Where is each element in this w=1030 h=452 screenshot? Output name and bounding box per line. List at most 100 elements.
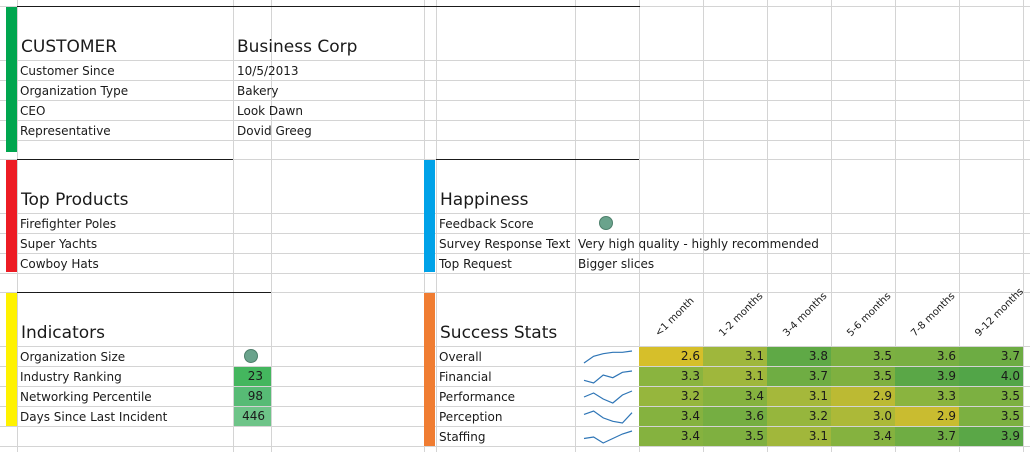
sparkline bbox=[583, 410, 633, 424]
industry-ranking-cell[interactable] bbox=[234, 367, 271, 386]
happiness-heading: Happiness bbox=[440, 190, 529, 210]
success-score-cell[interactable] bbox=[831, 387, 895, 406]
success-score-cell[interactable] bbox=[831, 347, 895, 366]
success-score-cell[interactable] bbox=[767, 407, 831, 426]
feedback-score-label: Feedback Score bbox=[439, 217, 534, 231]
success-score-cell[interactable] bbox=[831, 367, 895, 386]
success-score-cell[interactable] bbox=[639, 347, 703, 366]
success-score-cell[interactable] bbox=[703, 387, 767, 406]
success-score-value: 3.1 bbox=[744, 369, 764, 383]
feedback-score-indicator-icon bbox=[599, 216, 613, 230]
success-score-value: 3.7 bbox=[1000, 349, 1020, 363]
success-score-cell[interactable] bbox=[959, 347, 1023, 366]
sparkline-path bbox=[583, 430, 633, 444]
success-score-cell[interactable] bbox=[703, 427, 767, 446]
success-score-cell[interactable] bbox=[959, 407, 1023, 426]
success-score-value: 3.7 bbox=[808, 369, 828, 383]
success-score-cell[interactable] bbox=[639, 387, 703, 406]
success-score-cell[interactable] bbox=[639, 367, 703, 386]
success-score-value: 3.5 bbox=[872, 369, 892, 383]
success-stats-heading: Success Stats bbox=[440, 323, 558, 343]
grid-line bbox=[959, 0, 960, 452]
grid-line bbox=[17, 0, 18, 452]
networking-percentile-value: 98 bbox=[247, 389, 263, 403]
success-section-bar bbox=[424, 293, 435, 446]
success-score-cell[interactable] bbox=[639, 427, 703, 446]
success-score-value: 3.5 bbox=[1000, 389, 1020, 403]
success-score-cell[interactable] bbox=[767, 387, 831, 406]
grid-line bbox=[0, 292, 1030, 293]
success-row-label: Performance bbox=[439, 390, 516, 404]
grid-line bbox=[436, 0, 437, 452]
success-score-cell[interactable] bbox=[959, 387, 1023, 406]
success-score-value: 3.2 bbox=[680, 389, 700, 403]
industry-ranking-label: Industry Ranking bbox=[20, 370, 122, 384]
grid-line bbox=[0, 140, 1030, 141]
success-score-cell[interactable] bbox=[895, 347, 959, 366]
products-section-bar bbox=[6, 160, 17, 272]
success-score-value: 3.9 bbox=[1000, 429, 1020, 443]
success-score-value: 3.5 bbox=[1000, 409, 1020, 423]
survey-response-value[interactable]: Very high quality - highly recommended bbox=[578, 237, 819, 251]
success-score-cell[interactable] bbox=[895, 367, 959, 386]
representative-value[interactable]: Dovid Greeg bbox=[237, 124, 312, 138]
organization-type-value[interactable]: Bakery bbox=[237, 84, 279, 98]
success-score-value: 3.4 bbox=[680, 409, 700, 423]
product-item[interactable]: Cowboy Hats bbox=[20, 257, 99, 271]
networking-percentile-cell[interactable] bbox=[234, 387, 271, 406]
success-score-cell[interactable] bbox=[895, 387, 959, 406]
success-score-value: 3.4 bbox=[872, 429, 892, 443]
customer-since-value[interactable]: 10/5/2013 bbox=[237, 64, 299, 78]
success-score-cell[interactable] bbox=[767, 427, 831, 446]
success-score-value: 2.9 bbox=[872, 389, 892, 403]
success-score-cell[interactable] bbox=[767, 367, 831, 386]
success-score-value: 3.5 bbox=[744, 429, 764, 443]
days-since-incident-cell[interactable] bbox=[234, 407, 271, 426]
grid-line bbox=[0, 120, 1030, 121]
ceo-value[interactable]: Look Dawn bbox=[237, 104, 303, 118]
period-header: 3-4 months bbox=[781, 290, 830, 339]
success-score-cell[interactable] bbox=[895, 407, 959, 426]
networking-percentile-label: Networking Percentile bbox=[20, 390, 152, 404]
grid-line bbox=[831, 0, 832, 452]
grid-line bbox=[0, 60, 1030, 61]
sparkline-path bbox=[583, 410, 633, 424]
success-score-value: 3.3 bbox=[680, 369, 700, 383]
success-score-cell[interactable] bbox=[959, 367, 1023, 386]
success-score-cell[interactable] bbox=[959, 427, 1023, 446]
success-score-cell[interactable] bbox=[639, 407, 703, 426]
success-row-label: Perception bbox=[439, 410, 503, 424]
top-request-value[interactable]: Bigger slices bbox=[578, 257, 655, 271]
grid-line bbox=[0, 406, 1030, 407]
product-item[interactable]: Firefighter Poles bbox=[20, 217, 117, 231]
organization-type-label: Organization Type bbox=[20, 84, 129, 98]
success-score-value: 3.1 bbox=[808, 429, 828, 443]
customer-since-label: Customer Since bbox=[20, 64, 115, 78]
success-score-value: 3.3 bbox=[936, 389, 956, 403]
success-score-cell[interactable] bbox=[703, 367, 767, 386]
grid-line bbox=[0, 346, 1030, 347]
success-score-cell[interactable] bbox=[895, 427, 959, 446]
grid-line bbox=[0, 446, 1030, 447]
period-header: 7-8 months bbox=[909, 290, 958, 339]
indicators-section-bar bbox=[6, 293, 17, 426]
section-rule bbox=[17, 6, 640, 7]
top-products-heading: Top Products bbox=[21, 190, 129, 210]
period-header: 9-12 months bbox=[973, 286, 1026, 339]
organization-size-label: Organization Size bbox=[20, 350, 126, 364]
success-score-cell[interactable] bbox=[831, 427, 895, 446]
grid-line bbox=[0, 366, 1030, 367]
success-score-cell[interactable] bbox=[831, 407, 895, 426]
customer-name[interactable]: Business Corp bbox=[237, 37, 358, 57]
grid-line bbox=[895, 0, 896, 452]
success-score-cell[interactable] bbox=[703, 347, 767, 366]
product-item[interactable]: Super Yachts bbox=[20, 237, 98, 251]
success-score-cell[interactable] bbox=[703, 407, 767, 426]
sparkline bbox=[583, 390, 633, 404]
sparkline-path bbox=[583, 370, 633, 384]
success-score-cell[interactable] bbox=[767, 347, 831, 366]
period-header: <1 month bbox=[653, 295, 697, 339]
success-score-value: 2.6 bbox=[680, 349, 700, 363]
success-score-value: 3.7 bbox=[936, 429, 956, 443]
